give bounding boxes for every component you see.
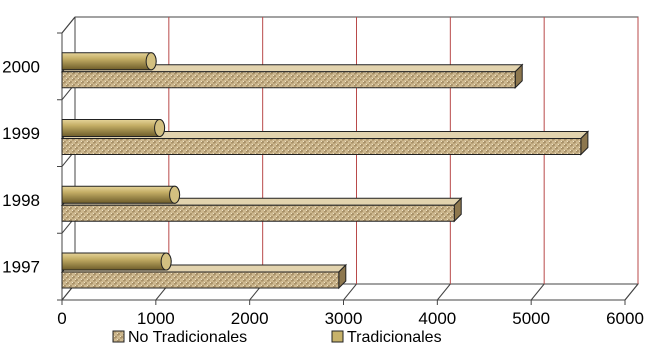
bar-tradicionales (61, 185, 181, 204)
y-category-label: 1997 (2, 258, 40, 277)
legend-item: No Tradicionales (112, 329, 247, 346)
x-tick-label: 6000 (606, 309, 644, 328)
category-separator (57, 83, 76, 101)
x-tick-label: 2000 (231, 309, 269, 328)
legend-swatch (112, 330, 125, 343)
floor-gridline (624, 283, 639, 301)
bar-tradicionales (61, 252, 172, 271)
bar-tradicionales (61, 52, 157, 71)
category-separator (57, 150, 76, 167)
y-category-label: 1998 (2, 191, 40, 210)
legend-swatch (331, 330, 344, 343)
legend: No Tradicionales Tradicionales (112, 329, 442, 346)
bars (60, 52, 590, 290)
x-tick-label: 1000 (137, 309, 175, 328)
category-separator (57, 216, 76, 234)
x-tick-label: 3000 (325, 309, 363, 328)
category-separator (57, 16, 76, 34)
legend-label: No Tradicionales (128, 329, 247, 346)
category-axis: 1997 1998 1999 2000 (2, 57, 40, 276)
y-category-label: 2000 (2, 57, 40, 76)
x-tick-label: 4000 (418, 309, 456, 328)
bar-no-tradicionales (60, 263, 348, 290)
bar-tradicionales (61, 119, 166, 137)
legend-item: Tradicionales (331, 329, 442, 346)
floor-gridline (436, 283, 451, 301)
y-category-label: 1999 (2, 124, 40, 143)
x-tick-label: 0 (57, 309, 66, 328)
floor-gridline (343, 283, 357, 301)
legend-label: Tradicionales (347, 329, 442, 346)
gridlines (155, 17, 639, 301)
floor-gridline (530, 283, 545, 301)
x-tick-label: 5000 (512, 309, 550, 328)
value-axis: 0 1000 2000 3000 4000 5000 6000 (57, 300, 644, 328)
